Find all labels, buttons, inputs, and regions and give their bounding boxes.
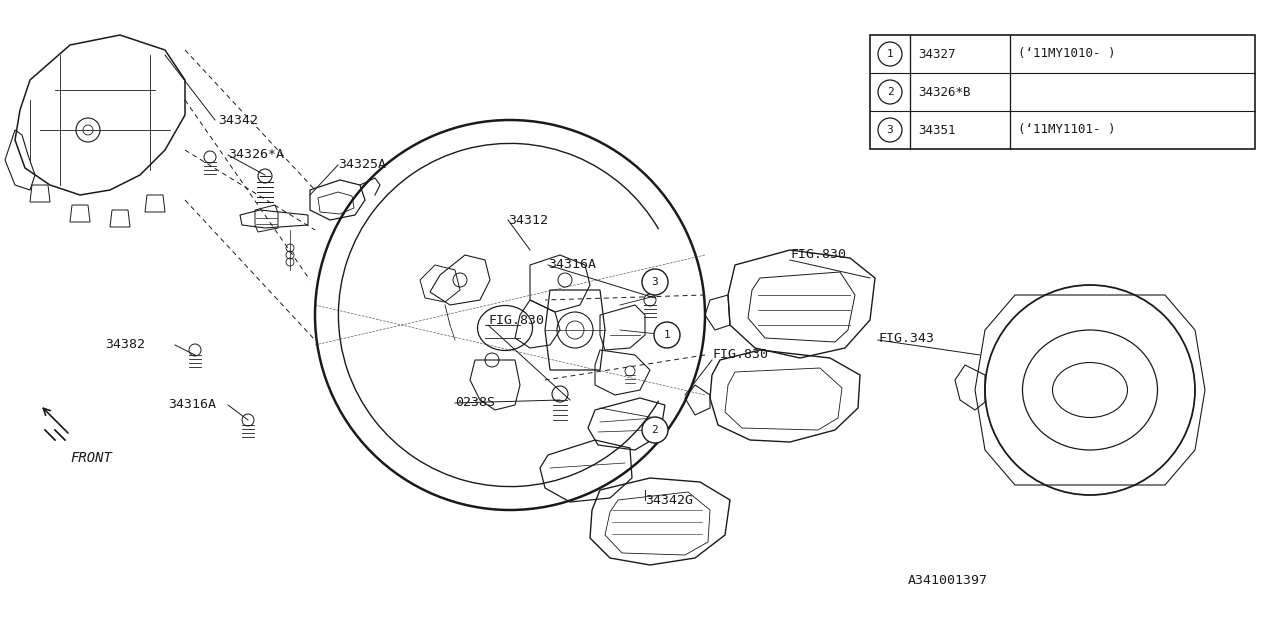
Text: 34342G: 34342G (645, 493, 692, 506)
Text: 34382: 34382 (105, 339, 145, 351)
Text: FIG.830: FIG.830 (712, 349, 768, 362)
Text: FIG.343: FIG.343 (878, 332, 934, 344)
Circle shape (643, 417, 668, 443)
Text: 34326*B: 34326*B (918, 86, 970, 99)
Text: 0238S: 0238S (454, 397, 495, 410)
Text: A341001397: A341001397 (908, 573, 988, 586)
Text: (‘11MY1101- ): (‘11MY1101- ) (1018, 124, 1115, 136)
Text: 34351: 34351 (918, 124, 955, 136)
Text: (‘11MY1010- ): (‘11MY1010- ) (1018, 47, 1115, 61)
Text: 1: 1 (887, 49, 893, 59)
Text: FRONT: FRONT (70, 451, 111, 465)
Text: FIG.830: FIG.830 (488, 314, 544, 326)
Text: 34327: 34327 (918, 47, 955, 61)
Text: 2: 2 (887, 87, 893, 97)
Text: 1: 1 (663, 330, 671, 340)
Text: 3: 3 (652, 277, 658, 287)
Text: 34316A: 34316A (168, 399, 216, 412)
Text: 34312: 34312 (508, 214, 548, 227)
Text: 34325A: 34325A (338, 159, 387, 172)
Circle shape (643, 269, 668, 295)
Bar (870, 35, 1254, 149)
Text: 2: 2 (652, 425, 658, 435)
Text: 34316A: 34316A (548, 259, 596, 271)
Text: 34326*A: 34326*A (228, 148, 284, 161)
Text: FIG.830: FIG.830 (790, 248, 846, 262)
Text: 34342: 34342 (218, 113, 259, 127)
Text: 3: 3 (887, 125, 893, 135)
Circle shape (654, 322, 680, 348)
